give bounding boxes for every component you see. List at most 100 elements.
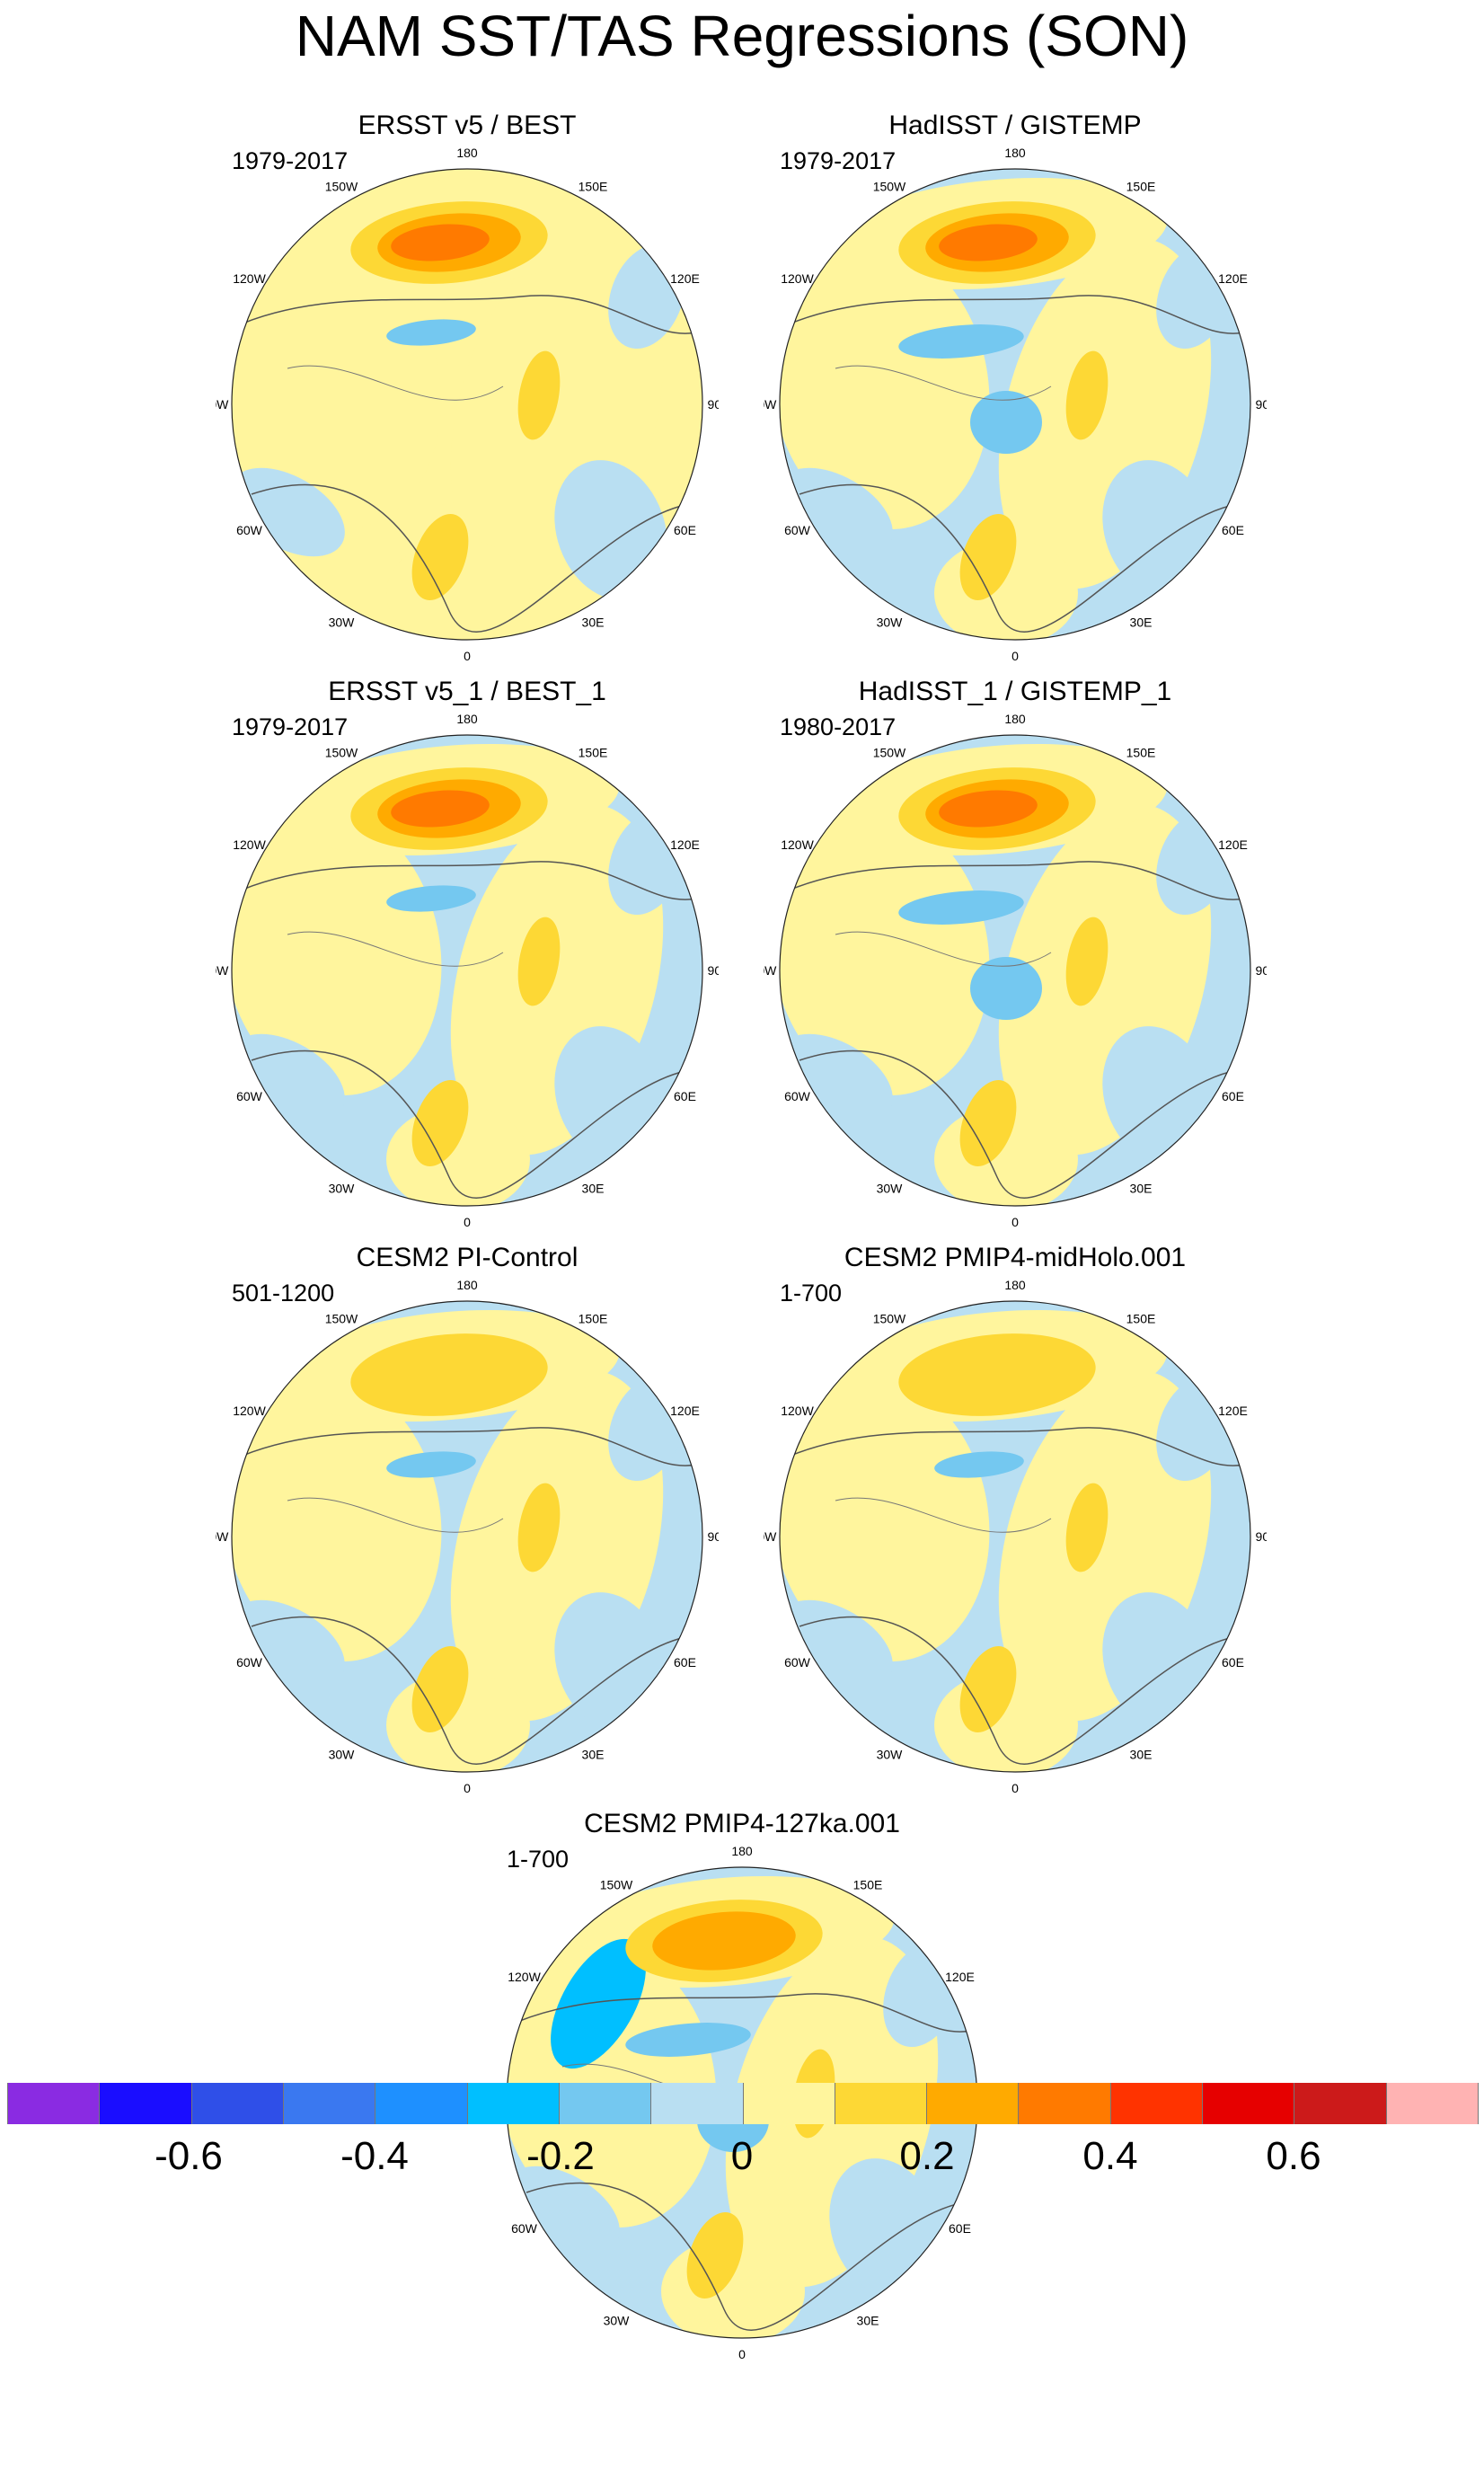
land-region (780, 1376, 990, 1661)
map-field (780, 735, 1250, 1206)
cold-patch (386, 885, 476, 912)
warm-patch (517, 917, 561, 1006)
colorbar-segment (467, 2083, 560, 2124)
coastline (287, 931, 504, 967)
longitude-label: 150W (873, 746, 906, 760)
longitude-label: 150W (873, 180, 906, 194)
longitude-label: 120E (1218, 837, 1248, 852)
colorbar-segment (835, 2083, 928, 2124)
longitude-label: 0 (1011, 649, 1019, 663)
longitude-label: 90W (216, 397, 229, 412)
longitude-label: 0 (464, 1781, 471, 1795)
longitude-label: 90W (216, 1529, 229, 1544)
longitude-label: 90E (708, 397, 719, 412)
coastline (242, 295, 697, 334)
warm-patch (959, 1080, 1017, 1166)
longitude-label: 90E (708, 1529, 719, 1544)
longitude-label: 120E (670, 271, 700, 286)
longitude-label: 150E (579, 1312, 608, 1326)
cold-patch (386, 319, 476, 346)
cold-patch (934, 1451, 1024, 1478)
colorbar-tick-label: -0.2 (526, 2134, 595, 2178)
longitude-label: 120W (781, 837, 814, 852)
longitude-label: 120W (233, 271, 266, 286)
panel-title: HadISST / GISTEMP (888, 111, 1142, 140)
longitude-label: 60W (784, 1655, 811, 1670)
colorbar-segment (100, 2083, 192, 2124)
colorbar-segment (375, 2083, 468, 2124)
warm-patch (959, 1646, 1017, 1732)
panel-title: CESM2 PMIP4-midHolo.001 (844, 1243, 1187, 1272)
warm-patch (1065, 917, 1109, 1006)
land-region (232, 244, 442, 529)
longitude-label: 30W (877, 615, 904, 629)
map-panel-ersst-best: ERSST v5 / BEST 1979-2017 180 150E 120E 90E… (216, 108, 719, 665)
longitude-label: 120W (781, 271, 814, 286)
longitude-label: 60W (784, 1089, 811, 1103)
cold-patch (551, 1938, 646, 2069)
colorbar-tick-label: 0.2 (899, 2134, 955, 2178)
panel-period: 1979-2017 (232, 147, 349, 174)
map-border (231, 168, 703, 641)
longitude-label: 0 (464, 649, 471, 663)
coastline (251, 1050, 697, 1199)
longitude-label: 150W (325, 746, 358, 760)
warm-patch (391, 224, 490, 261)
coastline (835, 1497, 1052, 1533)
page-title: NAM SST/TAS Regressions (SON) (295, 4, 1189, 68)
longitude-label: 120E (670, 1404, 700, 1418)
coastline (799, 483, 1245, 633)
longitude-label: 0 (464, 1215, 471, 1229)
longitude-label: 120E (1218, 271, 1248, 286)
polar-map: 180 150E 120E 90E 60E 30E 0 30W 60W 90W 120W 150W (216, 146, 719, 663)
longitude-label: 90W (764, 397, 777, 412)
colorbar-segment (1294, 2083, 1387, 2124)
panel-title: CESM2 PI-Control (356, 1243, 579, 1272)
coastline (251, 1616, 697, 1765)
longitude-label: 0 (1011, 1215, 1019, 1229)
longitude-label: 30W (329, 1181, 356, 1195)
warm-patch (411, 514, 469, 600)
map-panel-cesm2-midholo: CESM2 PMIP4-midHolo.001 1-700 180 150E 120… (764, 1240, 1267, 1797)
longitude-label: 90W (764, 963, 777, 978)
colorbar-segment (651, 2083, 744, 2124)
warm-patch (939, 224, 1038, 261)
coastline (251, 483, 697, 633)
polar-map: 180 150E 120E 90E 60E 30E 0 30W 60W 90W 120W 150W (764, 712, 1267, 1229)
longitude-label: 60W (236, 1655, 263, 1670)
cold-patch (898, 324, 1024, 359)
warm-patch (411, 1080, 469, 1166)
map-panel-hadisst-gistemp-1: HadISST_1 / GISTEMP_1 1980-2017 180 150E 1… (764, 674, 1267, 1231)
longitude-label: 150E (579, 746, 608, 760)
cold-patch (970, 957, 1042, 1020)
colorbar-segment (1110, 2083, 1204, 2124)
longitude-label: 60W (236, 523, 263, 537)
colorbar-segment (1203, 2083, 1295, 2124)
colorbar-segment (283, 2083, 376, 2124)
longitude-label: 30E (1130, 1181, 1153, 1195)
colorbar-segment (1019, 2083, 1111, 2124)
longitude-label: 180 (456, 712, 478, 726)
longitude-label: 60E (674, 1089, 696, 1103)
longitude-label: 150E (1126, 180, 1156, 194)
panel-period: 1979-2017 (780, 147, 897, 174)
panel-period: 1-700 (507, 1846, 570, 1873)
longitude-label: 180 (1004, 146, 1026, 160)
longitude-label: 90W (216, 963, 229, 978)
polar-map: 180 150E 120E 90E 60E 30E 0 30W 60W 90W 120W 150W (764, 146, 1267, 663)
panel-period: 1980-2017 (780, 713, 897, 740)
longitude-label: 180 (456, 146, 478, 160)
longitude-label: 90E (1256, 963, 1267, 978)
colorbar (7, 2083, 1479, 2124)
longitude-label: 60E (674, 523, 696, 537)
coastline (790, 295, 1245, 334)
longitude-label: 150E (1126, 1312, 1156, 1326)
coastline (799, 1050, 1245, 1199)
longitude-label: 60E (1222, 1655, 1244, 1670)
coastline (287, 365, 504, 401)
colorbar-tick-label: 0 (730, 2134, 754, 2178)
colorbar-segment (743, 2083, 835, 2124)
map-panel-cesm2-pi-control: CESM2 PI-Control 501-1200 180 150E 120E 90E… (216, 1240, 719, 1797)
longitude-label: 60E (1222, 1089, 1244, 1103)
longitude-label: 60W (236, 1089, 263, 1103)
